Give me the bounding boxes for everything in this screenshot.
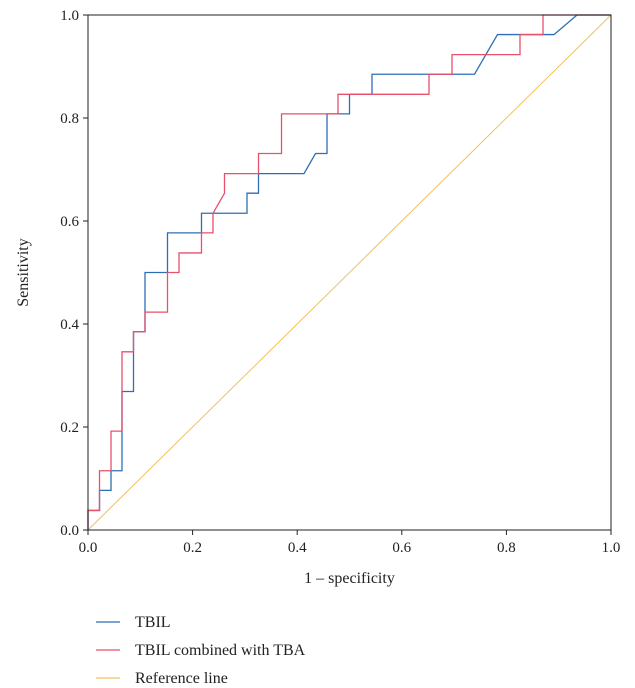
plot-frame bbox=[87, 14, 612, 531]
x-axis: 0.0 0.2 0.4 0.6 0.8 1.0 bbox=[79, 530, 621, 556]
x-tick-label: 0.2 bbox=[183, 540, 202, 556]
legend-label-reference: Reference line bbox=[135, 670, 228, 687]
x-tick-label: 0.6 bbox=[392, 540, 411, 556]
series-line-reference-line bbox=[87, 14, 612, 531]
y-tick-label: 0.6 bbox=[60, 214, 79, 230]
legend-label-tbil: TBIL bbox=[135, 614, 171, 631]
legend-label-tbil-tba: TBIL combined with TBA bbox=[135, 642, 306, 659]
series-line-tbil bbox=[87, 14, 611, 530]
x-tick-label: 0.0 bbox=[79, 540, 98, 556]
x-tick-label: 0.4 bbox=[288, 540, 307, 556]
x-tick-label: 1.0 bbox=[602, 540, 621, 556]
series-line-tbil-combined-with-tba bbox=[87, 14, 611, 530]
x-tick-label: 0.8 bbox=[497, 540, 516, 556]
x-axis-title: 1 – specificity bbox=[304, 570, 395, 587]
y-tick-label: 0.2 bbox=[60, 420, 79, 436]
plot-lines bbox=[87, 14, 612, 531]
y-tick-label: 0.4 bbox=[60, 317, 79, 333]
y-tick-label: 0.0 bbox=[60, 523, 79, 539]
legend: TBIL TBIL combined with TBA Reference li… bbox=[96, 614, 306, 687]
y-tick-label: 1.0 bbox=[60, 8, 79, 24]
y-axis: 0.0 0.2 0.4 0.6 0.8 1.0 bbox=[60, 8, 88, 539]
y-tick-label: 0.8 bbox=[60, 111, 79, 127]
y-axis-title: Sensitivity bbox=[15, 238, 32, 306]
